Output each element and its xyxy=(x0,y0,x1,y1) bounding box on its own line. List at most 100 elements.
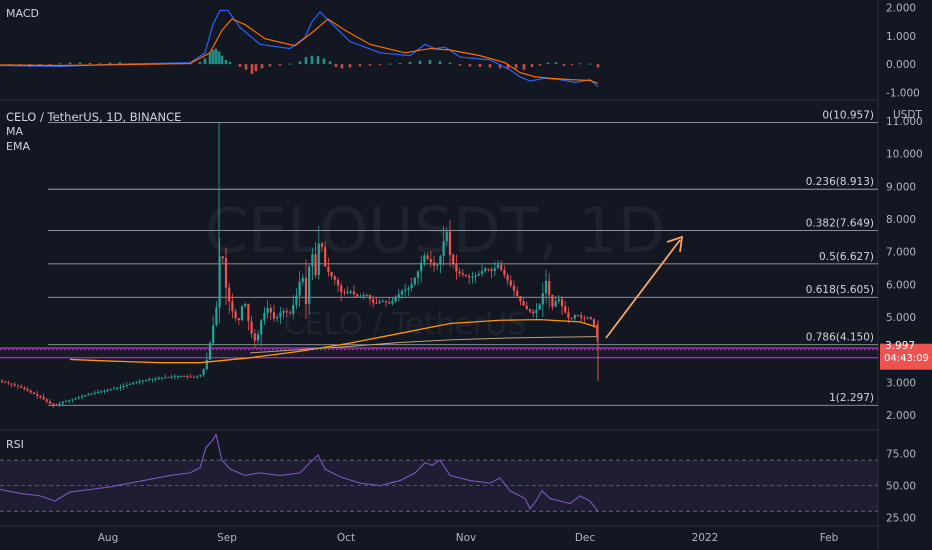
candle xyxy=(375,298,378,304)
projection-arrow[interactable] xyxy=(605,235,684,339)
candle xyxy=(212,315,215,345)
macd-hist-bar xyxy=(220,55,224,65)
rsi-pane xyxy=(0,433,878,512)
candle xyxy=(500,260,503,272)
candle xyxy=(384,300,388,307)
candle xyxy=(176,375,180,380)
candle xyxy=(436,262,439,270)
candle xyxy=(256,330,260,344)
candle xyxy=(10,383,13,388)
macd-hist-bar xyxy=(68,62,72,65)
candle xyxy=(407,285,410,296)
candle xyxy=(7,380,10,386)
arrow-shaft xyxy=(605,239,681,339)
candle xyxy=(16,384,20,390)
candle xyxy=(580,312,583,322)
candle xyxy=(381,298,384,302)
candle xyxy=(157,376,160,380)
macd-hist-bar xyxy=(554,62,558,65)
candle xyxy=(180,375,183,377)
candle xyxy=(336,277,340,293)
candle xyxy=(416,269,420,286)
candle xyxy=(359,293,362,299)
candlestick-series xyxy=(0,122,599,408)
macd-hist-bar xyxy=(58,63,62,65)
candle xyxy=(208,340,212,360)
price-tick-label: 7.000 xyxy=(886,247,916,259)
macd-hist-bar xyxy=(530,64,534,67)
candle xyxy=(221,256,224,265)
candle xyxy=(48,399,52,405)
candle xyxy=(237,317,240,326)
candle xyxy=(509,275,512,288)
macd-hist-bar xyxy=(228,61,232,65)
candle xyxy=(90,393,93,396)
candle xyxy=(192,375,196,378)
macd-tick-label: -1.000 xyxy=(886,87,920,99)
support-band[interactable] xyxy=(0,347,878,359)
candle xyxy=(141,379,144,385)
candle xyxy=(285,307,288,318)
candle xyxy=(263,306,266,326)
macd-hist-bar xyxy=(203,58,207,65)
candle xyxy=(404,283,407,298)
candle xyxy=(583,315,586,323)
candle xyxy=(231,293,234,319)
candle xyxy=(352,285,356,299)
macd-hist-bar xyxy=(578,63,582,65)
candle xyxy=(413,276,416,287)
macd-hist-bar xyxy=(498,64,502,69)
candle xyxy=(288,309,292,315)
candle xyxy=(311,247,314,281)
candle xyxy=(240,304,244,321)
candle xyxy=(4,380,7,384)
fib-level-label: 0.786(4.150) xyxy=(806,332,874,344)
price-tick-label: 2.000 xyxy=(886,410,916,422)
macd-hist-bar xyxy=(278,64,282,66)
candle xyxy=(471,271,474,284)
rsi-tick-label: 50.00 xyxy=(886,481,916,493)
macd-hist-bar xyxy=(304,57,308,65)
candle xyxy=(560,296,564,316)
macd-hist-bar xyxy=(478,64,482,67)
symbol-title[interactable]: CELO / TetherUS, 1D, BINANCE xyxy=(6,110,181,124)
macd-hist-bar xyxy=(288,63,292,65)
time-axis[interactable]: Aug Sep Oct Nov Dec 2022 Feb xyxy=(98,532,839,544)
macd-hist-bar xyxy=(522,64,526,70)
time-tick-label: Aug xyxy=(98,532,119,544)
macd-hist-bar xyxy=(244,64,248,70)
price-tick-label: 8.000 xyxy=(886,214,916,226)
candle xyxy=(551,294,554,311)
ema-series xyxy=(249,336,597,354)
macd-hist-bar xyxy=(238,64,242,67)
macd-hist-bar xyxy=(378,64,382,66)
candle xyxy=(548,273,551,308)
candle xyxy=(298,270,301,307)
macd-hist-bar xyxy=(458,64,462,66)
macd-hist-bar xyxy=(316,56,320,65)
ma-label[interactable]: MA xyxy=(6,125,23,138)
fib-retracement[interactable]: 0(10.957) 0.236(8.913) 0.382(7.649) 0.5(6.6… xyxy=(48,109,878,406)
candle xyxy=(32,391,36,395)
candle xyxy=(538,303,541,310)
macd-hist-bar xyxy=(78,62,82,65)
macd-signal-line xyxy=(0,18,599,84)
macd-hist-bar xyxy=(322,58,326,65)
candle xyxy=(573,314,576,321)
candle xyxy=(596,323,599,342)
macd-hist-bar xyxy=(388,63,392,65)
macd-hist-bar xyxy=(211,50,215,65)
candle xyxy=(484,266,487,274)
macd-hist-bar xyxy=(506,64,510,70)
candle xyxy=(340,282,343,302)
candle xyxy=(58,401,61,407)
time-tick-label: Sep xyxy=(217,532,237,544)
ema-label[interactable]: EMA xyxy=(6,140,30,153)
candle xyxy=(532,308,535,318)
candle xyxy=(29,388,32,395)
candle xyxy=(253,329,256,349)
candle xyxy=(0,379,4,384)
candle xyxy=(464,274,468,278)
fib-level-label: 0.382(7.649) xyxy=(806,217,874,229)
